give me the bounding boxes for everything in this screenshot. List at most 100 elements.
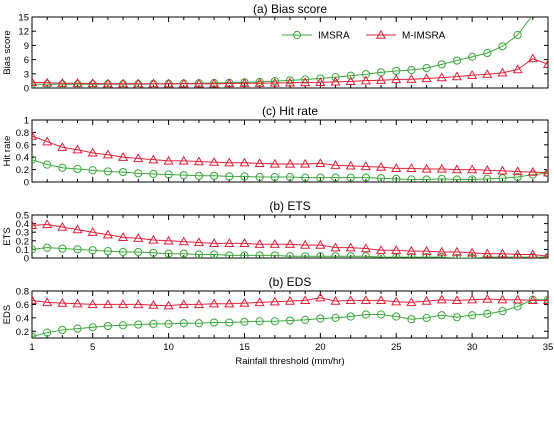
m-imsra-point (482, 248, 493, 258)
imsra-point (88, 323, 97, 332)
legend-label-m-imsra: M-IMSRA (402, 31, 446, 42)
m-imsra-point (391, 74, 402, 84)
y-tick-label: 15 (18, 13, 29, 24)
legend: IMSRA M-IMSRA (282, 29, 446, 42)
m-imsra-point (117, 78, 129, 88)
panel-title: (b) ETS (269, 199, 310, 213)
m-imsra-point (360, 295, 371, 305)
m-imsra-point (345, 160, 356, 170)
m-imsra-point (239, 238, 250, 248)
m-imsra-point (451, 295, 463, 305)
imsra-point (32, 332, 37, 338)
m-imsra-point (209, 298, 220, 308)
imsra-point (452, 253, 462, 258)
m-imsra-point (512, 249, 523, 258)
m-imsra-point (527, 53, 538, 63)
imsra-point (422, 175, 431, 182)
m-imsra-point (178, 78, 189, 88)
m-imsra-point (284, 77, 296, 87)
imsra-point (361, 173, 370, 182)
m-imsra-point (102, 229, 113, 239)
m-imsra-point (42, 219, 53, 229)
m-imsra-point (406, 74, 417, 83)
imsra-point (225, 172, 234, 181)
series-line-m-imsra (32, 223, 548, 257)
imsra-point (346, 71, 355, 80)
m-imsra-point (527, 249, 538, 258)
imsra-point (407, 253, 416, 258)
imsra-point (301, 75, 310, 84)
imsra-point (468, 311, 477, 320)
m-imsra-point (178, 299, 189, 309)
imsra-point (194, 171, 204, 180)
m-imsra-point (32, 220, 38, 229)
legend-marker-imsra (292, 30, 302, 40)
imsra-point (225, 318, 234, 327)
imsra-point (543, 295, 548, 304)
y-tick-label: 0.2 (16, 165, 29, 176)
imsra-point (210, 250, 219, 258)
m-imsra-point (436, 72, 447, 82)
m-imsra-point (330, 295, 341, 305)
imsra-point (179, 249, 188, 258)
m-imsra-point (32, 295, 38, 305)
m-imsra-point (209, 78, 220, 88)
m-imsra-point (421, 73, 432, 83)
m-imsra-point (148, 154, 159, 164)
imsra-point (73, 164, 82, 174)
imsra-point (134, 169, 143, 178)
x-tick-label: 30 (467, 342, 478, 353)
imsra-point (58, 80, 67, 88)
imsra-point (376, 310, 386, 319)
m-imsra-point (542, 59, 548, 68)
m-imsra-point (315, 77, 326, 86)
m-imsra-point (32, 77, 38, 86)
panel-title: (a) Bias score (253, 2, 327, 16)
imsra-point (164, 170, 173, 179)
m-imsra-point (436, 294, 447, 304)
imsra-point (498, 174, 507, 182)
y-tick-label: 0.5 (16, 211, 29, 222)
imsra-point (194, 250, 204, 258)
m-imsra-point (133, 299, 144, 309)
imsra-point (32, 245, 37, 254)
m-imsra-point (497, 248, 508, 258)
panel-title: (b) EDS (269, 275, 312, 289)
imsra-point (513, 30, 522, 40)
imsra-point (316, 252, 325, 258)
series-line-imsra (32, 159, 548, 181)
m-imsra-point (451, 246, 463, 256)
m-imsra-point (209, 238, 220, 248)
m-imsra-point (451, 164, 463, 174)
m-imsra-point (269, 239, 280, 248)
m-imsra-point (117, 232, 129, 242)
imsra-point (210, 171, 219, 180)
m-imsra-point (239, 297, 250, 307)
imsra-point (301, 315, 310, 324)
imsra-point (240, 251, 249, 258)
m-imsra-point (284, 158, 296, 168)
m-imsra-point (542, 295, 548, 305)
y-tick-label: 0.6 (16, 300, 29, 311)
imsra-point (483, 48, 492, 58)
m-imsra-point (178, 236, 189, 246)
m-imsra-point (451, 71, 463, 81)
y-tick-label: 0.4 (16, 219, 29, 230)
m-imsra-point (482, 293, 493, 303)
y-tick-label: 0.8 (16, 128, 29, 139)
imsra-point (331, 252, 340, 258)
m-imsra-point (117, 151, 129, 161)
y-tick-label: 0 (24, 84, 29, 95)
series-line-imsra (32, 34, 518, 85)
m-imsra-point (330, 242, 341, 252)
m-imsra-point (436, 163, 447, 173)
m-imsra-point (57, 297, 68, 307)
imsra-point (498, 42, 507, 51)
m-imsra-point (375, 161, 387, 171)
imsra-point (331, 173, 340, 182)
m-imsra-point (224, 157, 235, 167)
imsra-point (468, 175, 477, 182)
imsra-point (316, 173, 325, 182)
